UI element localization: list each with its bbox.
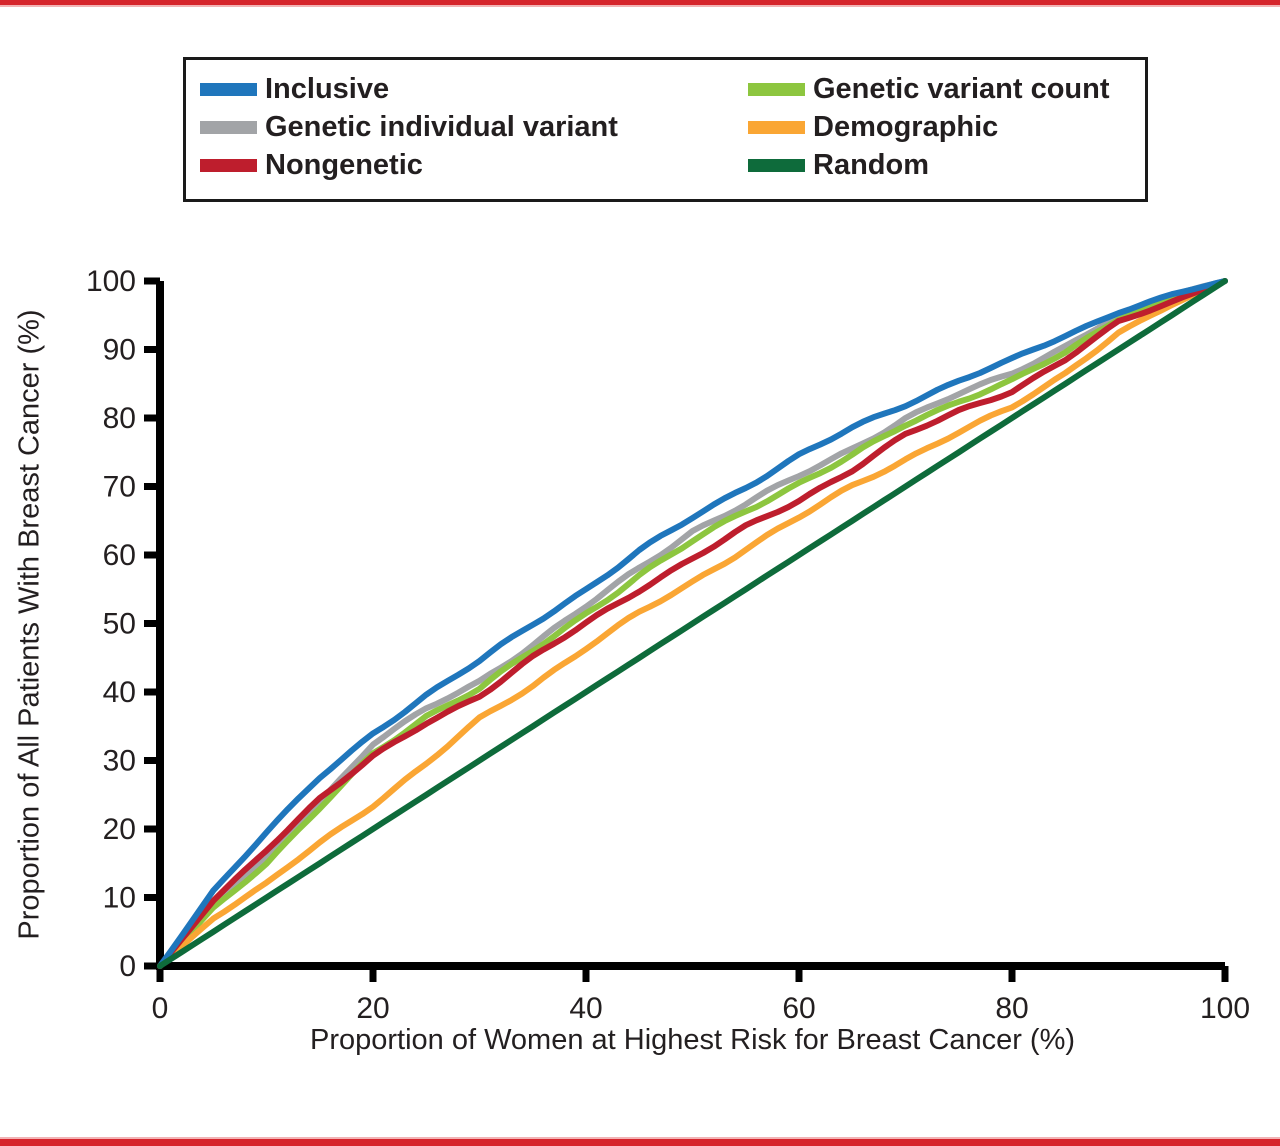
legend-label: Genetic variant count [813,72,1110,105]
x-tick-label: 100 [1200,992,1250,1025]
y-tick-label: 90 [103,334,136,367]
demographic-line-swatch-icon [748,120,805,134]
y-tick-label: 10 [103,882,136,915]
bottom-accent-bar [0,1137,1280,1146]
x-tick-label: 60 [782,992,815,1025]
x-tick-label: 20 [356,992,389,1025]
series-line-nongenetic [157,278,1228,969]
x-tick-label: 0 [152,992,169,1025]
y-tick-label: 60 [103,539,136,572]
genetic-variant-count-line-swatch-icon [748,82,805,96]
y-axis-title: Proportion of All Patients With Breast C… [13,309,46,940]
legend-column-right: Genetic variant count Demographic Random [748,70,1145,199]
y-tick-label: 70 [103,471,136,504]
series-line-demographic [157,278,1228,969]
top-accent-bar [0,0,1280,7]
x-tick-label: 80 [995,992,1028,1025]
legend-item-random: Random [748,146,1145,184]
y-tick-label: 40 [103,676,136,709]
genetic-individual-variant-line-swatch-icon [200,120,257,134]
legend-item-genetic-individual-variant: Genetic individual variant [200,108,748,146]
legend-item-demographic: Demographic [748,108,1145,146]
y-tick-label: 80 [103,402,136,435]
y-tick-label: 20 [103,813,136,846]
legend-label: Random [813,148,929,181]
nongenetic-line-swatch-icon [200,158,257,172]
legend-item-nongenetic: Nongenetic [200,146,748,184]
random-line-swatch-icon [748,158,805,172]
legend-label: Genetic individual variant [265,110,618,143]
y-tick-label: 30 [103,745,136,778]
legend-label: Inclusive [265,72,390,105]
legend-label: Nongenetic [265,148,423,181]
legend-column-left: Inclusive Genetic individual variant Non… [200,70,748,199]
legend-label: Demographic [813,110,999,143]
series-line-genetic-variant-count [157,278,1228,969]
legend-item-genetic-variant-count: Genetic variant count [748,70,1145,108]
y-tick-label: 50 [103,608,136,641]
series-line-random [157,278,1228,969]
y-tick-label: 100 [86,265,136,298]
y-tick-label: 0 [119,950,136,983]
inclusive-line-swatch-icon [200,82,257,96]
series-line-inclusive [157,278,1228,969]
x-axis-title: Proportion of Women at Highest Risk for … [309,1024,1076,1056]
x-tick-label: 40 [569,992,602,1025]
legend: Inclusive Genetic individual variant Non… [183,57,1148,202]
legend-item-inclusive: Inclusive [200,70,748,108]
